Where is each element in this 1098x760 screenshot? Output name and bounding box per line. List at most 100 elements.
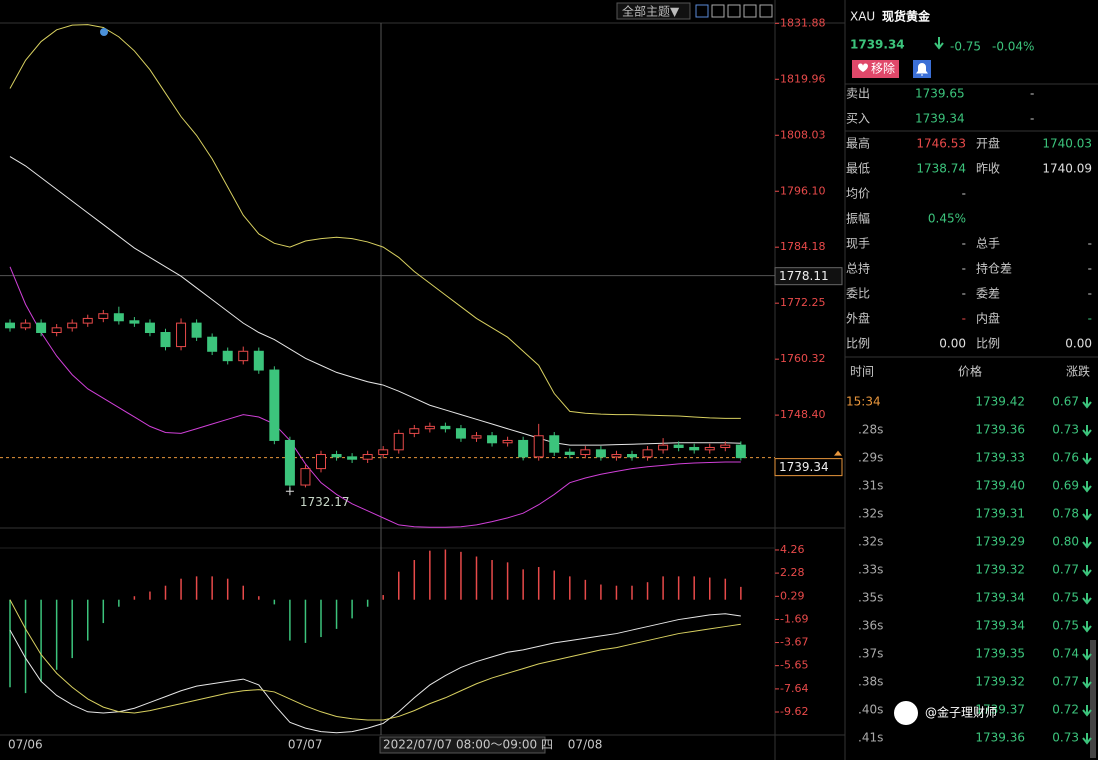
theme-button[interactable]: [616, 2, 691, 20]
trade-time: .28s: [858, 423, 883, 437]
field-value: -: [1088, 312, 1092, 326]
field-label: 委差: [976, 287, 1000, 301]
y-tick-label: 0.29: [780, 589, 805, 602]
candle-body: [191, 322, 202, 338]
field-value: 1740.03: [1042, 137, 1092, 151]
trade-price: 1739.42: [975, 395, 1025, 409]
candle-body: [611, 454, 622, 458]
candle-body: [720, 444, 731, 448]
trade-time: .37s: [858, 647, 883, 661]
candle-body: [284, 439, 295, 486]
candle-body: [518, 439, 529, 458]
candle-body: [549, 435, 560, 453]
trade-change: 0.77: [1052, 675, 1079, 689]
trade-price: 1739.32: [975, 563, 1025, 577]
y-tick-label: 1808.03: [780, 128, 826, 141]
field-label: 均价: [846, 187, 870, 201]
field-value: -: [1030, 87, 1034, 101]
candle-body: [362, 454, 373, 460]
trade-time: .32s: [858, 507, 883, 521]
candle-body: [595, 449, 606, 458]
trade-change: 0.75: [1052, 619, 1079, 633]
candle-body: [253, 350, 264, 371]
field-label: 比例: [976, 337, 1000, 351]
trade-time: .32s: [858, 535, 883, 549]
trade-arrow: [1082, 425, 1092, 437]
y-tick-label: 1819.96: [780, 72, 826, 85]
trade-change: 0.73: [1052, 423, 1079, 437]
candle-body: [269, 369, 280, 441]
last-price-box: [774, 458, 843, 477]
field-label: 卖出: [846, 87, 870, 101]
x-tick-label: 07/08: [568, 738, 603, 752]
change: -0.75: [950, 40, 981, 54]
trade-change: 0.78: [1052, 507, 1079, 521]
candle-body: [316, 454, 326, 470]
field-label: 持仓差: [976, 261, 1012, 276]
field-value: -: [962, 262, 966, 276]
low-annotation: 1732.17: [300, 495, 350, 509]
field-value: -: [962, 237, 966, 251]
trade-change: 0.73: [1052, 731, 1079, 745]
candle-body: [533, 435, 544, 458]
trade-change: 0.75: [1052, 591, 1079, 605]
candle-body: [502, 439, 513, 444]
y-tick-label: 1760.32: [780, 352, 826, 365]
field-value: 1739.34: [915, 112, 965, 126]
trades-header: 时间: [850, 365, 874, 379]
field-label: 昨收: [976, 162, 1000, 176]
candle-body: [113, 313, 124, 322]
trade-time: .31s: [858, 479, 883, 493]
field-label: 比例: [846, 337, 870, 351]
macd-line: [9, 613, 741, 734]
trade-arrow: [1082, 733, 1092, 745]
field-value: 1738.74: [916, 162, 966, 176]
trade-price: 1739.36: [975, 423, 1025, 437]
y-tick-label: 1784.18: [780, 240, 826, 253]
field-value: 1739.65: [915, 87, 965, 101]
y-tick-label: 1748.40: [780, 408, 826, 421]
trade-time: .35s: [858, 591, 883, 605]
field-value: -: [1088, 237, 1092, 251]
candle-body: [440, 425, 451, 430]
trade-time: .40s: [858, 703, 883, 717]
candle-body: [5, 322, 15, 329]
trade-time: .33s: [858, 563, 883, 577]
trade-price: 1739.36: [975, 731, 1025, 745]
field-value: 1740.09: [1042, 162, 1092, 176]
toolbar-icons[interactable]: [695, 4, 773, 18]
candle-body: [129, 320, 140, 324]
theme-button-label[interactable]: 全部主题▼: [622, 4, 680, 19]
trade-price: 1739.32: [975, 675, 1025, 689]
remove-button-label[interactable]: 移除: [871, 61, 895, 76]
y-tick-label: 4.26: [780, 543, 805, 556]
candle-body: [673, 444, 684, 448]
instrument-name: 现货黄金: [882, 9, 931, 24]
candle-body: [222, 350, 233, 362]
trades-header: 涨跌: [1066, 364, 1090, 379]
scrollbar[interactable]: [1090, 640, 1096, 758]
marker-dot: [100, 28, 108, 36]
trade-price: 1739.31: [975, 507, 1025, 521]
field-label: 最高: [846, 136, 870, 151]
trade-change: 0.69: [1052, 479, 1079, 493]
trade-arrow: [1082, 649, 1092, 661]
trade-time: 15:34: [846, 395, 881, 409]
field-label: 委比: [846, 287, 870, 301]
candle-body: [331, 454, 342, 458]
field-value: -: [1088, 287, 1092, 301]
field-value: -: [1030, 112, 1034, 126]
trade-arrow: [1082, 453, 1092, 465]
watermark-icon: [894, 701, 918, 725]
trade-arrow: [1082, 397, 1092, 409]
band-line: [9, 24, 741, 419]
y-tick-label: 2.28: [780, 566, 805, 579]
trade-change: 0.74: [1052, 647, 1079, 661]
candle-body: [378, 449, 389, 456]
trade-time: .41s: [858, 731, 883, 745]
trade-price: 1739.40: [975, 479, 1025, 493]
candle-body: [144, 322, 155, 334]
field-value: 0.00: [1065, 337, 1092, 351]
trade-arrow: [1082, 593, 1092, 605]
